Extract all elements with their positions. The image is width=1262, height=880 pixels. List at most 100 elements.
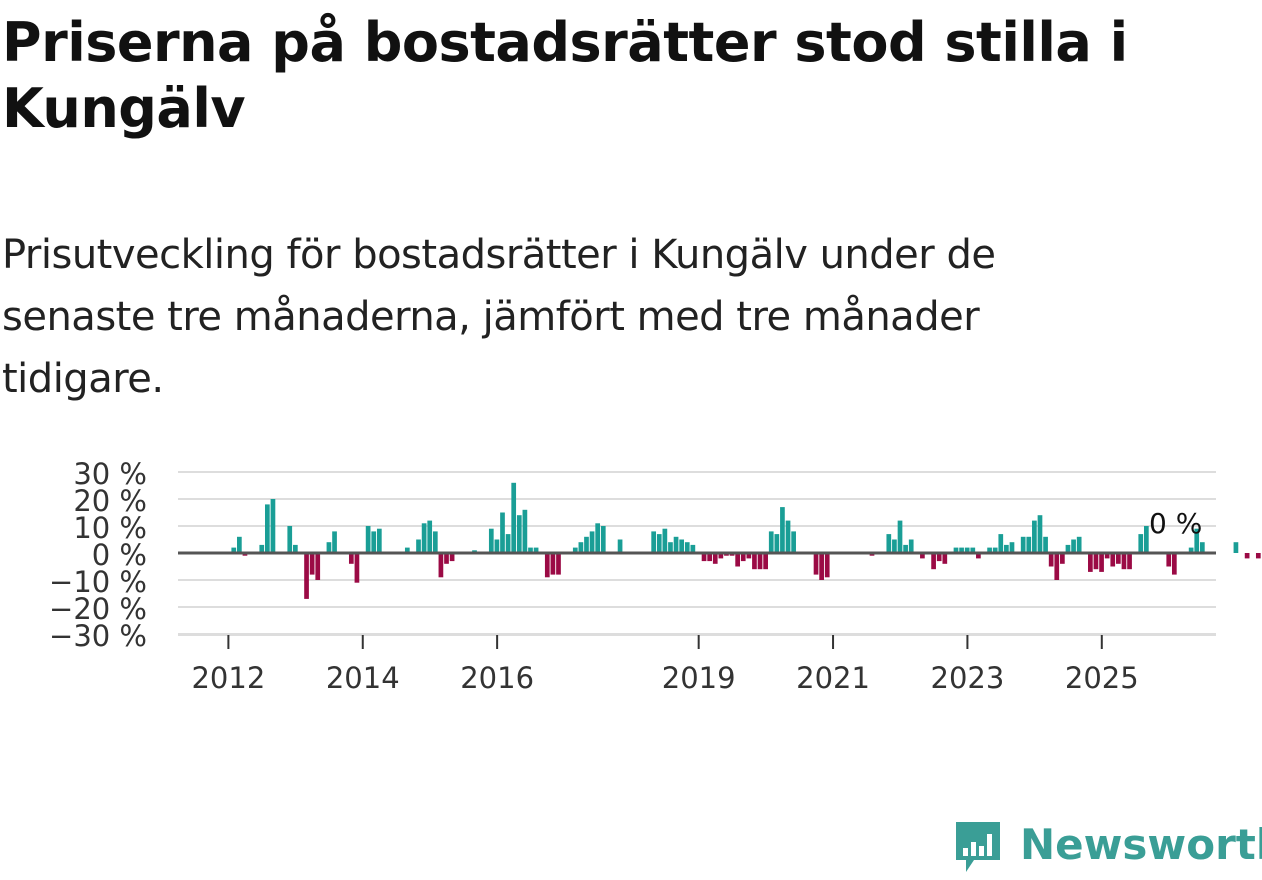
bar [1071, 539, 1076, 553]
bar [931, 553, 936, 570]
bar [589, 531, 595, 553]
bar [572, 547, 578, 553]
newsworthy-logo: Newsworthy [952, 820, 1262, 876]
x-tick-label: 2025 [1065, 661, 1139, 695]
y-tick-label: 0 % [92, 538, 147, 572]
chart-subtitle: Prisutveckling för bostadsrätter i Kungä… [2, 232, 996, 402]
bar [1138, 534, 1144, 553]
bar [550, 553, 556, 575]
bar [992, 547, 998, 553]
bar [1110, 553, 1116, 567]
y-tick-label: −20 % [49, 592, 147, 626]
bar [1199, 542, 1205, 553]
bar [936, 553, 942, 562]
bar [920, 553, 925, 559]
bar [656, 534, 662, 553]
bar [785, 520, 791, 553]
bar [371, 531, 377, 553]
bar [768, 531, 774, 553]
bar [813, 553, 819, 575]
bar [432, 531, 438, 553]
gridlines [178, 471, 1216, 636]
y-tick-label: 10 % [73, 511, 147, 545]
bar [976, 553, 981, 559]
bar [494, 539, 500, 553]
annotations: 0 % [1149, 507, 1202, 540]
bar [1127, 553, 1132, 570]
bar [1194, 528, 1200, 553]
bar [421, 523, 427, 553]
bar [712, 553, 718, 564]
bar [690, 544, 696, 553]
bar [544, 553, 550, 578]
bar [584, 536, 589, 553]
bar [757, 553, 763, 570]
bar [684, 542, 690, 553]
bar [1048, 553, 1054, 567]
bar [237, 536, 242, 553]
bar [1026, 536, 1032, 553]
bar [326, 542, 332, 553]
bar [578, 542, 584, 553]
bar [903, 544, 908, 553]
bar [1020, 536, 1026, 553]
x-axis-ticks: 2012 2014 2016 2019 2021 2023 2025 [191, 635, 1139, 695]
bar [1121, 553, 1127, 570]
bar [959, 547, 964, 553]
bar [516, 515, 522, 553]
bar [617, 539, 623, 553]
bars [231, 482, 1261, 599]
bar [376, 528, 382, 553]
bar [791, 531, 796, 553]
bar [348, 553, 354, 564]
bar [1032, 520, 1037, 553]
bar [1255, 553, 1261, 559]
bar [1244, 553, 1250, 559]
x-tick-label: 2014 [326, 661, 400, 695]
x-tick-label: 2019 [662, 661, 736, 695]
bar [231, 547, 237, 553]
bar [315, 553, 321, 580]
bar [265, 504, 270, 553]
bar [1166, 553, 1172, 567]
chart-title: Priserna på bostadsrätter stod stilla i … [2, 11, 1128, 140]
bar [752, 553, 757, 570]
x-tick-label: 2021 [796, 661, 870, 695]
bar [662, 528, 668, 553]
bar [522, 509, 528, 553]
bar [970, 547, 976, 553]
y-axis-ticks: 30 %20 %10 %0 %−10 %−20 %−30 % [49, 457, 147, 653]
bar [304, 553, 309, 599]
brand-name: Newsworthy [1020, 820, 1262, 869]
bar [309, 553, 315, 575]
bar [892, 539, 897, 553]
bar [707, 553, 712, 562]
bar [740, 553, 746, 562]
bar [1104, 553, 1110, 559]
y-tick-label: 20 % [73, 484, 147, 518]
y-tick-label: −10 % [49, 565, 147, 599]
bar [819, 553, 824, 580]
bar [528, 547, 533, 553]
bar [1099, 553, 1104, 572]
bar [595, 523, 601, 553]
bar-chart: 30 %20 %10 %0 %−10 %−20 %−30 % 2012 2014 2… [49, 457, 1261, 695]
bar [679, 539, 685, 553]
bar [1004, 544, 1009, 553]
bar [511, 482, 517, 553]
bar [1065, 544, 1071, 553]
bar [1171, 553, 1177, 575]
bar [1054, 553, 1060, 580]
bar [259, 544, 265, 553]
bar [735, 553, 740, 567]
bar [488, 528, 494, 553]
y-tick-label: 30 % [73, 457, 147, 491]
bar [354, 553, 360, 583]
bar [942, 553, 948, 564]
bar [987, 547, 992, 553]
bar [780, 507, 785, 553]
bar [404, 547, 410, 553]
x-tick-label: 2023 [931, 661, 1005, 695]
bar [718, 553, 724, 559]
bar [287, 526, 293, 553]
